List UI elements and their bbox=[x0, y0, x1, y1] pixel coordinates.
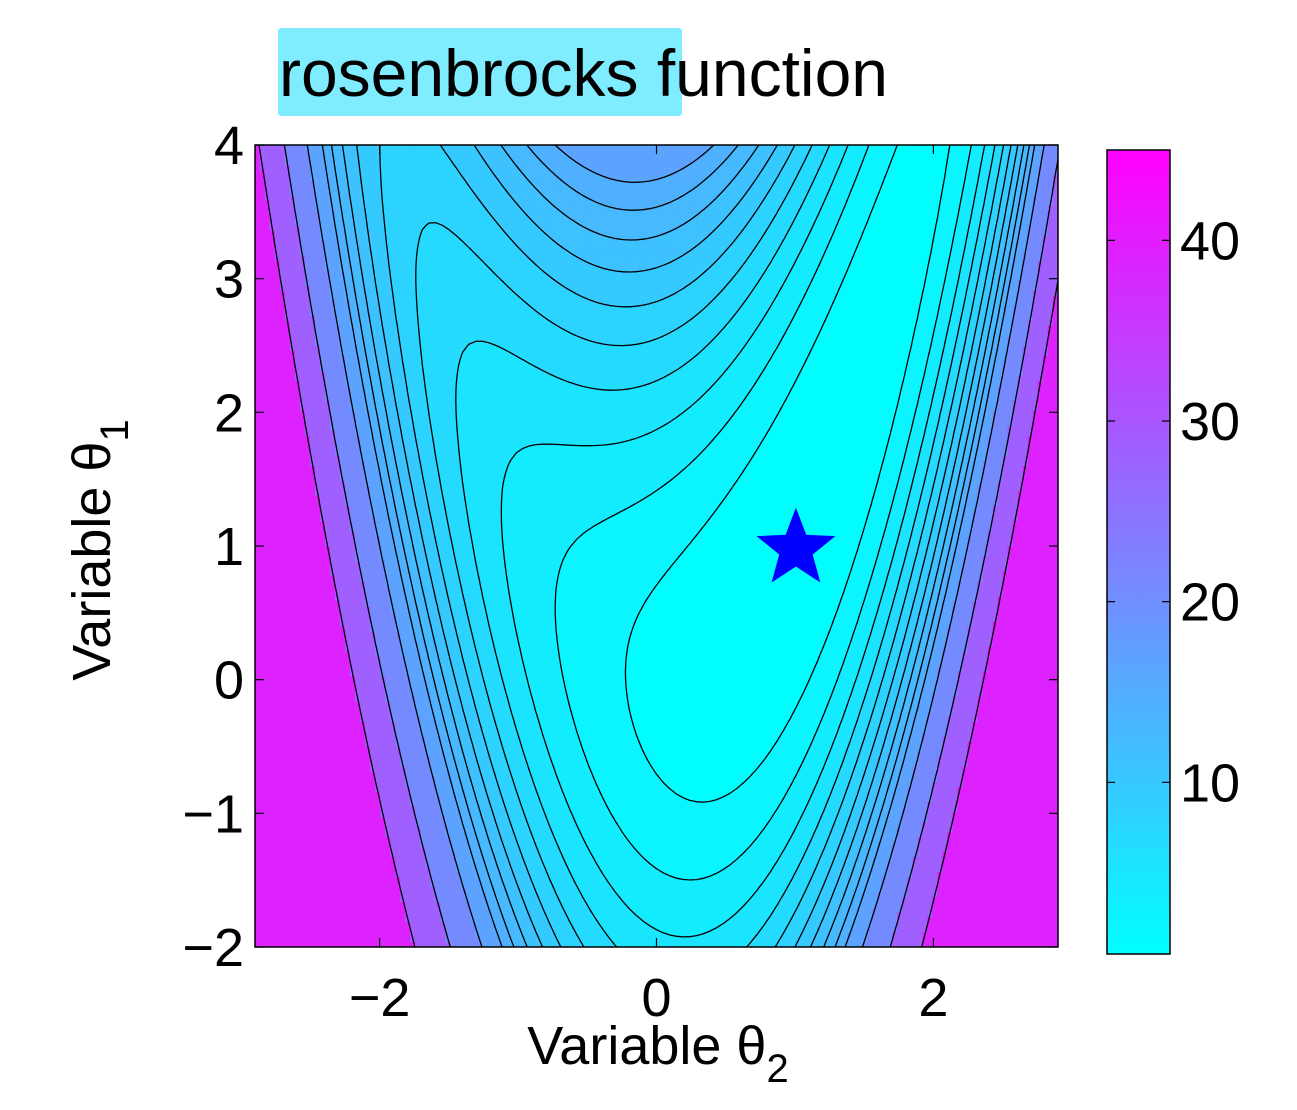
y-axis-label-text: Variable θ bbox=[62, 442, 122, 681]
contour-line bbox=[321, 145, 1036, 947]
contour-line bbox=[330, 145, 1031, 947]
title-highlighted-text: rosenbrock bbox=[279, 36, 606, 110]
contour-line bbox=[624, 145, 951, 803]
contour-fill-bands bbox=[255, 145, 1058, 947]
contour-line bbox=[258, 145, 1058, 947]
x-tick-label: 2 bbox=[918, 968, 948, 1028]
x-axis-label-text: Variable θ bbox=[527, 1016, 766, 1076]
y-tick-labels: −2 −1 0 1 2 3 4 bbox=[182, 116, 244, 978]
y-axis-label: Variable θ1 bbox=[62, 419, 137, 680]
contour-line bbox=[500, 145, 986, 938]
contour-line bbox=[415, 145, 1005, 947]
y-tick-label: −1 bbox=[182, 784, 244, 844]
colorbar-ticks: 10 20 30 40 bbox=[1107, 211, 1240, 813]
colorbar-tick-label: 10 bbox=[1180, 753, 1240, 813]
colorbar-tick-label: 30 bbox=[1180, 392, 1240, 452]
contour-line bbox=[554, 145, 973, 881]
y-tick-label: −2 bbox=[182, 918, 244, 978]
contour-line bbox=[283, 145, 1058, 947]
colorbar-tick-label: 40 bbox=[1180, 211, 1240, 271]
svg-text:rosenbrocks function: rosenbrocks function bbox=[279, 36, 888, 110]
y-axis-label-subscript: 1 bbox=[93, 419, 137, 441]
y-tick-label: 2 bbox=[214, 383, 244, 443]
contour-line bbox=[356, 145, 1019, 947]
y-tick-label: 3 bbox=[214, 250, 244, 310]
minimum-star-marker bbox=[756, 507, 836, 583]
chart-title: rosenbrocks function bbox=[278, 28, 888, 116]
contour-line bbox=[306, 145, 1045, 947]
contour-lines bbox=[258, 145, 1058, 947]
contour-plot-area bbox=[255, 145, 1058, 947]
x-axis-label-subscript: 2 bbox=[766, 1047, 788, 1091]
x-tick-labels: −2 0 2 bbox=[349, 968, 949, 1028]
y-tick-label: 4 bbox=[214, 116, 244, 176]
x-tick-label: 0 bbox=[641, 968, 671, 1028]
y-tick-label: 0 bbox=[214, 651, 244, 711]
colorbar: 10 20 30 40 bbox=[1106, 149, 1240, 955]
title-highlight-box bbox=[278, 28, 682, 116]
x-tick-label: −2 bbox=[349, 968, 411, 1028]
contour-line bbox=[455, 145, 996, 947]
title-remaining-text: s function bbox=[606, 36, 889, 110]
plot-frame bbox=[254, 144, 1059, 948]
contour-line bbox=[341, 145, 1025, 947]
contour-line bbox=[379, 145, 1012, 947]
y-tick-label: 1 bbox=[214, 517, 244, 577]
x-axis-label: Variable θ2 bbox=[527, 1016, 788, 1091]
colorbar-tick-label: 20 bbox=[1180, 573, 1240, 633]
colorbar-gradient bbox=[1106, 149, 1171, 955]
